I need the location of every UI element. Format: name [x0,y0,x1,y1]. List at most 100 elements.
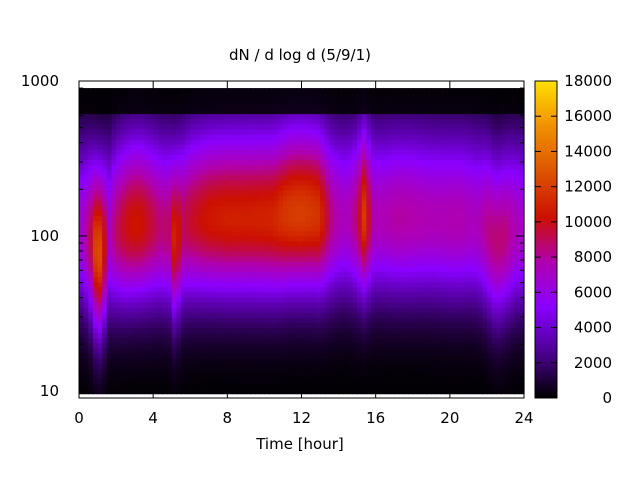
heatmap-cell [282,113,289,120]
heatmap-cell [227,215,233,222]
heatmap-cell [278,169,284,176]
heatmap-cell [97,261,103,267]
heatmap-cell [431,383,437,390]
heatmap-cell [338,240,344,247]
heatmap-cell [176,240,182,247]
heatmap-cell [269,174,275,181]
heatmap-cell [412,245,418,252]
heatmap-cell [431,149,437,155]
heatmap-cell [357,301,363,308]
heatmap-cell [111,266,117,273]
heatmap-cell [167,133,173,140]
heatmap-cell [408,373,414,379]
heatmap-cell [310,88,317,94]
heatmap-cell [366,245,372,252]
heatmap-cell [167,317,173,323]
heatmap-cell [185,144,191,150]
heatmap-cell [394,388,400,395]
heatmap-cell [371,363,377,369]
heatmap-cell [218,383,224,390]
heatmap-cell [357,358,363,364]
heatmap-cell [338,251,344,257]
heatmap-cell [222,103,228,110]
heatmap-cell [403,378,409,385]
heatmap-cell [264,230,270,237]
heatmap-cell [347,88,354,94]
heatmap-cell [366,327,372,334]
heatmap-cell [245,378,252,385]
heatmap-cell [204,312,210,318]
heatmap-cell [292,103,298,110]
heatmap-cell [380,342,386,349]
heatmap-cell [324,159,330,166]
heatmap-cell [116,118,122,125]
heatmap-cell [250,103,256,110]
heatmap-cell [296,200,303,206]
heatmap-cell [83,327,89,334]
heatmap-cell [449,240,456,247]
heatmap-cell [440,281,446,288]
heatmap-cell [445,245,451,252]
heatmap-cell [194,139,201,145]
heatmap-cell [296,266,303,273]
heatmap-cell [208,363,215,369]
heatmap-cell [361,352,367,359]
heatmap-cell [422,266,428,273]
heatmap-cell [259,332,266,339]
heatmap-cell [190,301,196,308]
heatmap-cell [343,139,349,145]
heatmap-cell [102,337,108,344]
heatmap-cell [204,245,210,252]
heatmap-cell [440,195,446,201]
heatmap-cell [380,352,386,359]
heatmap-cell [218,271,224,278]
heatmap-cell [227,184,233,191]
heatmap-cell [440,261,446,267]
heatmap-cell [361,200,367,206]
heatmap-cell [245,373,252,379]
heatmap-cell [241,139,247,145]
heatmap-cell [218,358,224,364]
heatmap-cell [333,128,340,135]
heatmap-cell [445,133,451,140]
heatmap-cell [222,235,228,242]
heatmap-cell [97,103,103,110]
heatmap-cell [301,225,307,232]
heatmap-cell [301,169,307,176]
heatmap-cell [347,240,354,247]
heatmap-cell [417,108,423,115]
heatmap-cell [357,174,363,181]
heatmap-cell [134,256,140,262]
heatmap-cell [306,154,312,160]
heatmap-cell [357,276,363,283]
heatmap-cell [398,256,405,262]
heatmap-cell [180,266,187,273]
heatmap-cell [236,220,242,227]
heatmap-cell [338,205,344,211]
heatmap-cell [250,301,256,308]
heatmap-cell [180,98,187,104]
heatmap-cell [426,195,432,201]
heatmap-cell [333,98,340,104]
heatmap-cell [102,388,108,395]
heatmap-cell [389,144,395,150]
heatmap-cell [292,225,298,232]
heatmap-cell [264,368,270,374]
heatmap-cell [445,251,451,257]
heatmap-cell [333,271,340,278]
heatmap-cell [417,98,423,104]
heatmap-cell [301,215,307,222]
heatmap-cell [426,210,432,217]
heatmap-cell [97,144,103,150]
heatmap-cell [324,230,330,237]
heatmap-cell [301,307,307,313]
heatmap-cell [384,93,391,99]
heatmap-cell [106,327,113,334]
heatmap-cell [250,235,256,242]
heatmap-cell [157,195,164,201]
heatmap-cell [264,184,270,191]
heatmap-cell [435,286,442,293]
heatmap-cell [357,332,363,339]
heatmap-cell [352,245,358,252]
heatmap-cell [157,169,164,176]
